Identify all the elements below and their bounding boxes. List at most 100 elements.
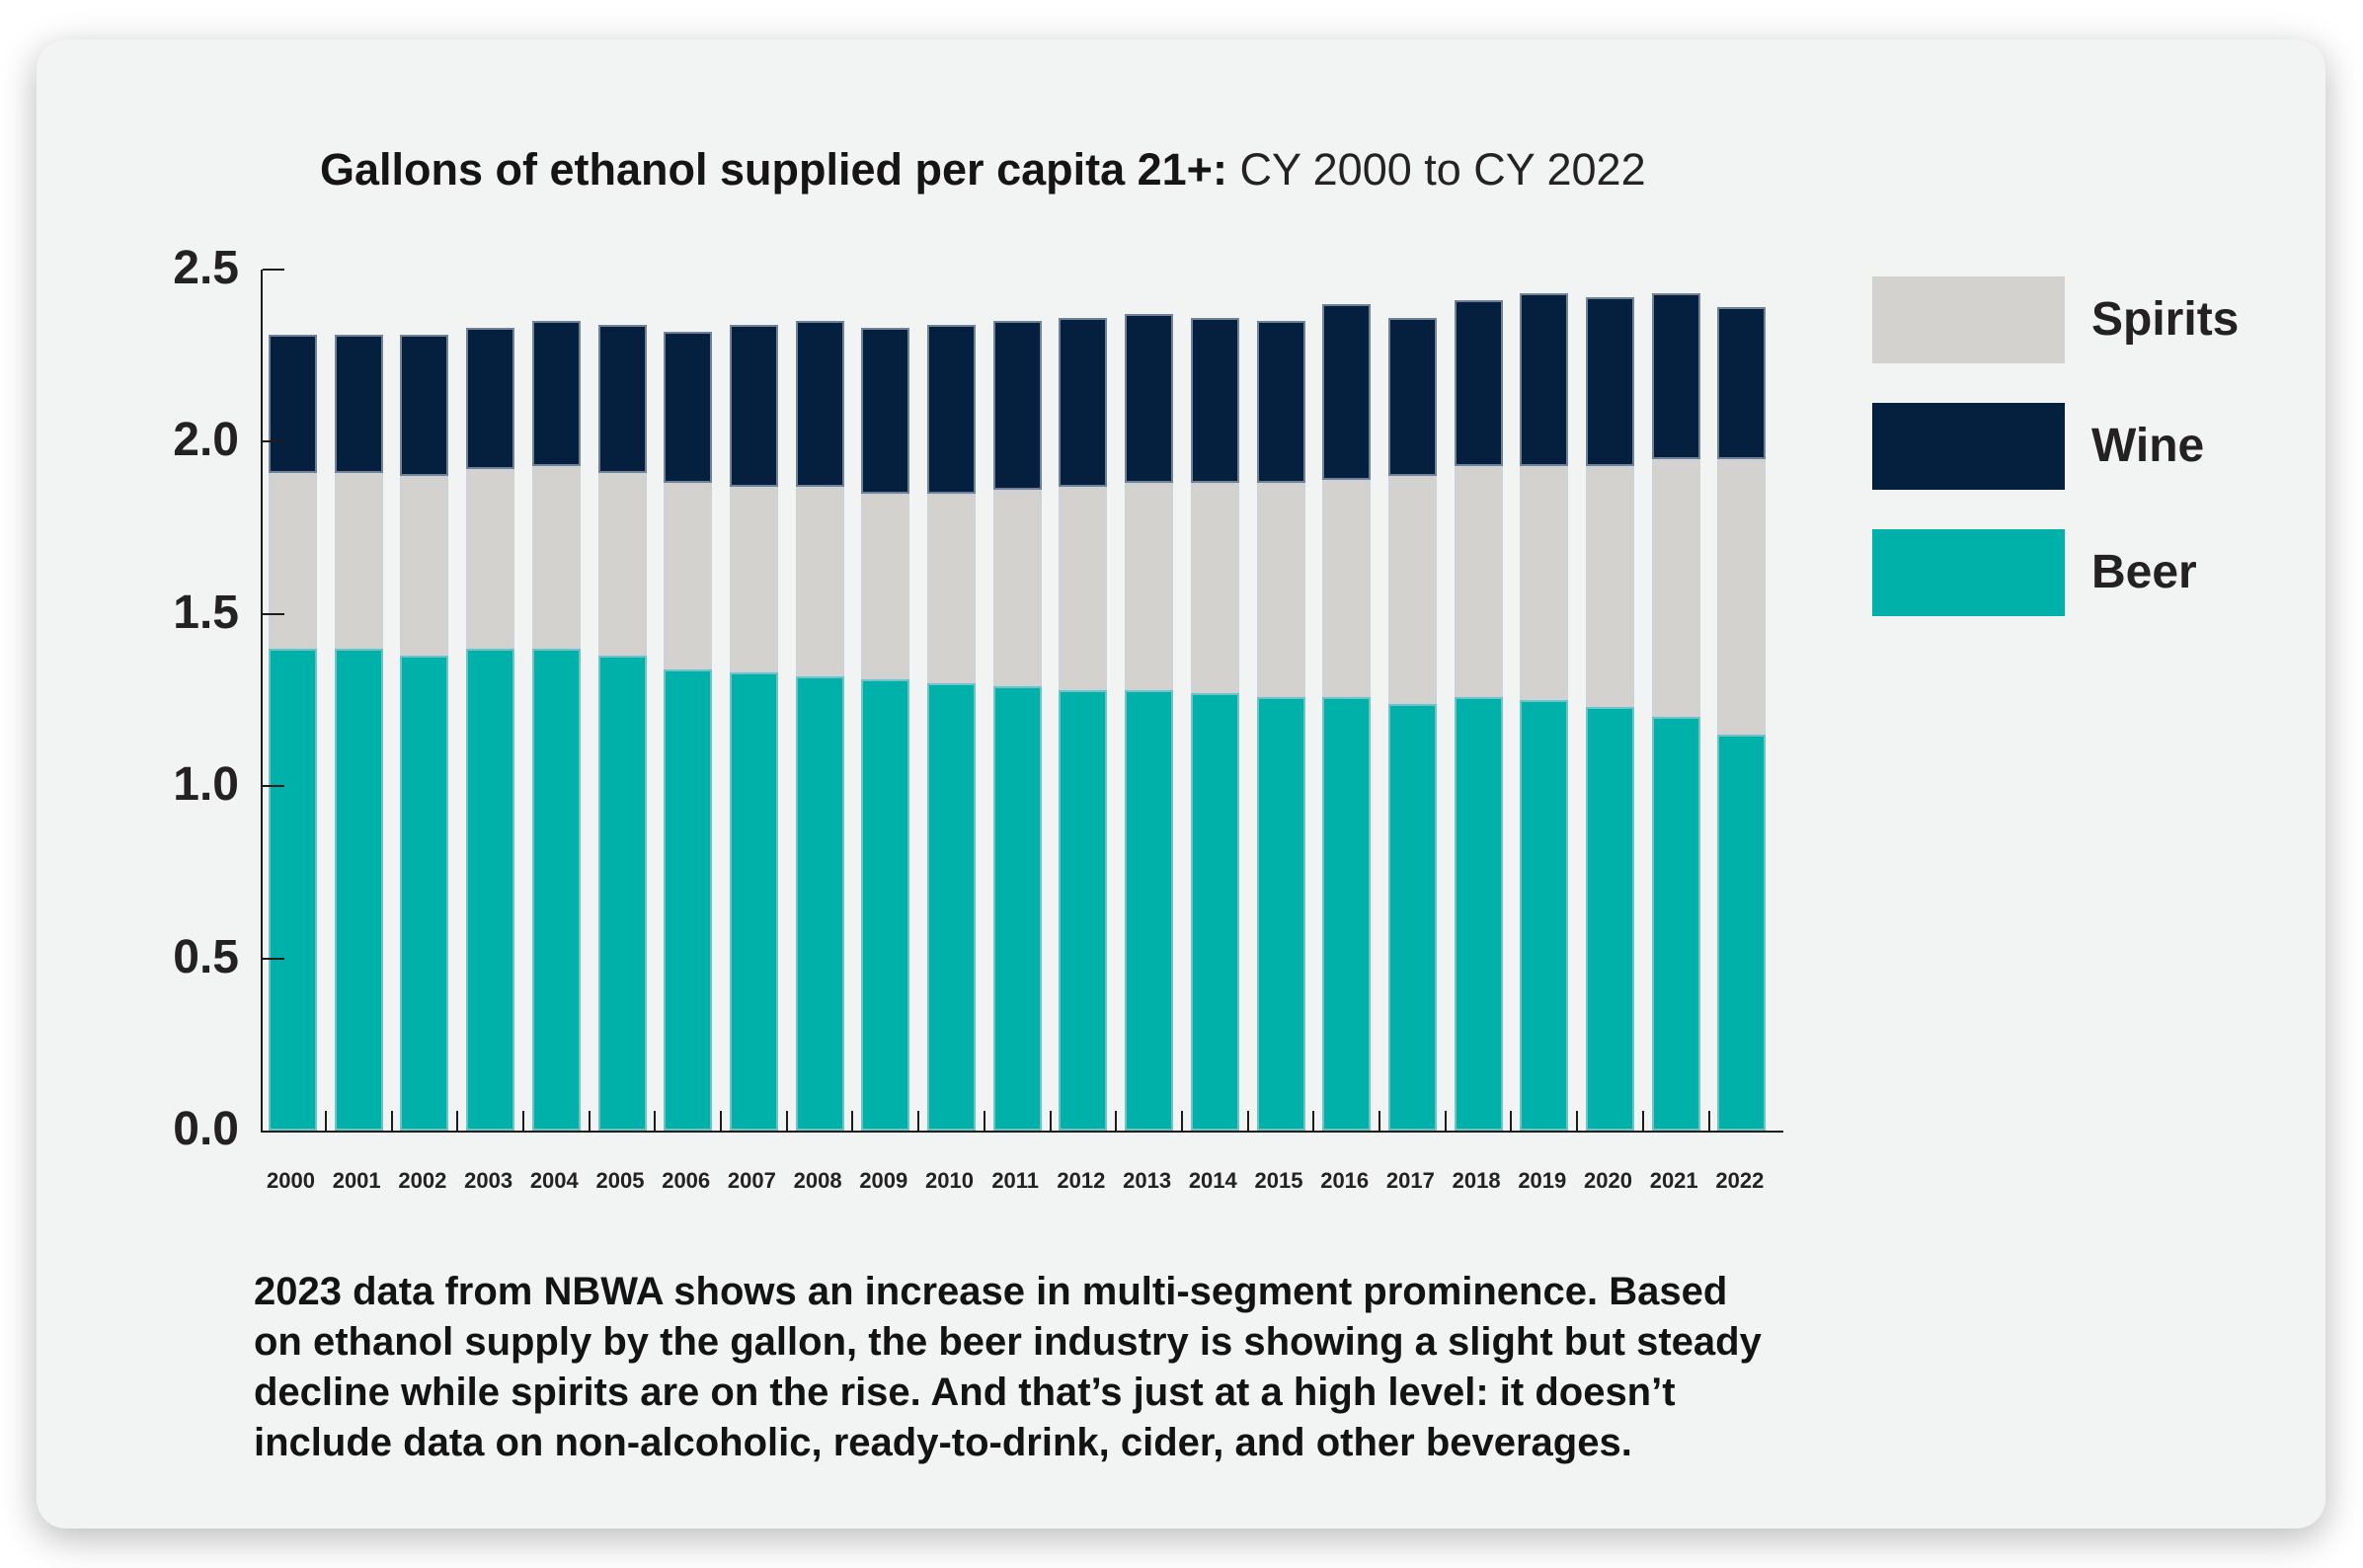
bar-segment-beer-2018	[1454, 696, 1503, 1131]
bar-segment-spirits-2004	[531, 465, 581, 649]
bar-segment-beer-2015	[1256, 696, 1305, 1131]
x-axis-tick	[390, 1111, 393, 1131]
bar-segment-beer-2009	[861, 679, 910, 1131]
stacked-bar-2018	[1454, 300, 1503, 1131]
y-axis-label-1.0: 1.0	[173, 758, 239, 812]
chart-title: Gallons of ethanol supplied per capita 2…	[320, 142, 1646, 197]
x-axis-label-2002: 2002	[398, 1168, 447, 1193]
stacked-bar-2019	[1520, 293, 1569, 1131]
legend-label-beer: Beer	[2091, 546, 2197, 598]
x-axis-tick	[654, 1111, 657, 1131]
x-axis-tick	[1378, 1111, 1381, 1131]
x-axis-tick	[1576, 1111, 1579, 1131]
legend-swatch-beer	[1872, 529, 2065, 616]
bar-segment-spirits-2002	[400, 476, 449, 656]
stacked-bar-2006	[664, 331, 713, 1131]
x-axis-tick	[1707, 1111, 1710, 1131]
stacked-bar-2002	[400, 335, 449, 1131]
stacked-bar-2009	[861, 328, 910, 1131]
bar-segment-spirits-2008	[795, 486, 844, 676]
bar-segment-wine-2009	[861, 328, 910, 494]
legend-label-wine: Wine	[2091, 420, 2205, 472]
bar-segment-beer-2006	[664, 668, 713, 1131]
legend-label-spirits: Spirits	[2091, 293, 2240, 346]
bar-segment-wine-2014	[1190, 317, 1239, 484]
y-axis-tick	[263, 269, 284, 271]
bar-segment-beer-2010	[927, 682, 976, 1131]
bar-segment-wine-2017	[1387, 317, 1437, 477]
bar-segment-spirits-2018	[1454, 465, 1503, 697]
bar-segment-beer-2019	[1520, 700, 1569, 1131]
stacked-bar-2004	[531, 321, 581, 1131]
bar-segment-spirits-2012	[1059, 486, 1108, 690]
x-axis-tick	[456, 1111, 459, 1131]
bar-segment-wine-2006	[664, 331, 713, 484]
bar-segment-wine-2015	[1256, 321, 1305, 484]
bars-container	[263, 270, 1783, 1131]
x-axis-tick	[1049, 1111, 1052, 1131]
caption-line-1: 2023 data from NBWA shows an increase in…	[254, 1270, 1728, 1313]
bar-segment-wine-2011	[992, 321, 1042, 491]
bar-segment-beer-2007	[729, 672, 778, 1131]
stacked-bar-2022	[1717, 307, 1767, 1131]
x-axis-tick	[720, 1111, 723, 1131]
stacked-bar-2010	[927, 324, 976, 1131]
stacked-bar-2003	[466, 328, 515, 1131]
bar-segment-wine-2019	[1520, 293, 1569, 466]
bar-segment-beer-2008	[795, 675, 844, 1131]
y-axis-label-2.0: 2.0	[173, 414, 239, 467]
caption-line-2: on ethanol supply by the gallon, the bee…	[254, 1320, 1762, 1364]
bar-segment-wine-2004	[531, 321, 581, 466]
bar-segment-spirits-2007	[729, 486, 778, 673]
x-axis-tick	[917, 1111, 920, 1131]
y-axis-tick	[263, 440, 284, 443]
chart-title-period: CY 2000 to CY 2022	[1226, 144, 1646, 195]
bar-segment-spirits-2022	[1717, 458, 1767, 735]
x-axis-label-2000: 2000	[267, 1168, 315, 1193]
x-axis-label-2012: 2012	[1057, 1168, 1106, 1193]
y-axis-label-0.5: 0.5	[173, 930, 239, 983]
x-axis-label-2013: 2013	[1123, 1168, 1172, 1193]
x-axis-tick	[851, 1111, 854, 1131]
x-axis-label-2006: 2006	[662, 1168, 711, 1193]
y-axis-tick	[263, 612, 284, 615]
stacked-bar-2020	[1586, 296, 1634, 1131]
bar-segment-beer-2022	[1717, 734, 1767, 1131]
x-axis-label-2019: 2019	[1518, 1168, 1567, 1193]
legend-swatch-spirits	[1872, 276, 2065, 363]
x-axis-tick	[1180, 1111, 1183, 1131]
bar-segment-spirits-2019	[1520, 465, 1569, 700]
bar-segment-beer-2020	[1586, 707, 1634, 1131]
bar-segment-wine-2002	[400, 335, 449, 477]
bar-segment-beer-2017	[1387, 703, 1437, 1131]
x-axis-label-2004: 2004	[529, 1168, 579, 1193]
x-axis-label-2020: 2020	[1584, 1168, 1632, 1193]
x-axis-label-2016: 2016	[1320, 1168, 1370, 1193]
bar-segment-beer-2003	[466, 648, 515, 1131]
bar-segment-spirits-2014	[1190, 483, 1239, 693]
stacked-bar-2005	[597, 324, 647, 1131]
bar-segment-spirits-2016	[1322, 479, 1372, 697]
y-axis-tick	[263, 957, 284, 960]
x-axis-tick	[983, 1111, 985, 1131]
bar-segment-beer-2016	[1322, 696, 1372, 1131]
bar-segment-beer-2012	[1059, 689, 1108, 1131]
stacked-bar-2017	[1387, 317, 1437, 1131]
stacked-bar-2015	[1256, 321, 1305, 1131]
x-axis-label-2022: 2022	[1715, 1168, 1765, 1193]
bar-segment-wine-2018	[1454, 300, 1503, 466]
caption-line-3: decline while spirits are on the rise. A…	[254, 1371, 1676, 1414]
x-axis-label-2018: 2018	[1452, 1168, 1501, 1193]
bar-segment-wine-2010	[927, 324, 976, 494]
stacked-bar-2001	[334, 335, 383, 1131]
x-axis-label-2011: 2011	[991, 1168, 1040, 1193]
x-axis-label-2010: 2010	[925, 1168, 974, 1193]
bar-segment-wine-2022	[1717, 307, 1767, 459]
stacked-bar-2007	[729, 324, 778, 1131]
chart-title-main: Gallons of ethanol supplied per capita 2…	[320, 144, 1227, 195]
bar-segment-spirits-2010	[927, 493, 976, 683]
bar-segment-spirits-2006	[664, 483, 713, 669]
bar-segment-spirits-2021	[1651, 458, 1700, 718]
bar-segment-spirits-2003	[466, 469, 515, 649]
x-axis-label-2007: 2007	[727, 1168, 776, 1193]
